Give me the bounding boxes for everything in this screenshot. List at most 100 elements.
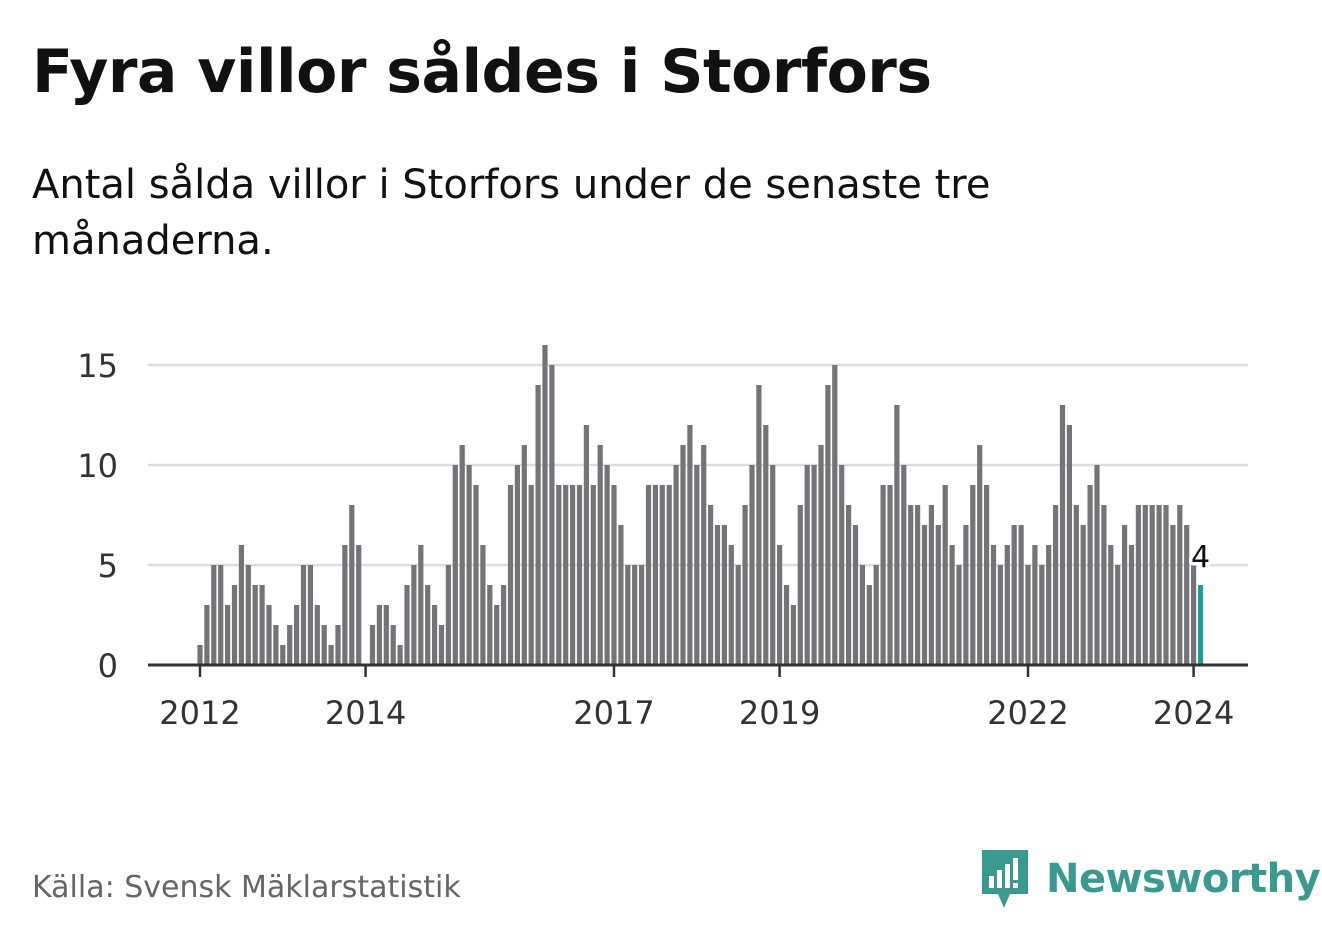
bar: [459, 445, 465, 665]
bar: [452, 465, 458, 665]
bar: [763, 425, 769, 665]
bar: [576, 485, 583, 665]
bar: [204, 605, 210, 665]
bar: [197, 645, 203, 665]
bar: [797, 505, 803, 665]
bar: [894, 405, 900, 665]
bar: [984, 485, 990, 665]
highlight-value-halo: 4: [1191, 540, 1210, 575]
x-tick-label: 2017: [573, 694, 654, 732]
x-tick-label: 2024: [1153, 694, 1234, 732]
bar: [404, 585, 410, 665]
bar: [390, 625, 396, 665]
bar: [611, 485, 617, 665]
bar: [908, 505, 914, 665]
bar: [542, 345, 548, 665]
bar: [866, 585, 872, 665]
brand-logo: Newsworthy: [980, 848, 1321, 910]
bar: [859, 565, 865, 665]
bar: [625, 565, 631, 665]
bar: [749, 465, 755, 665]
bar: [1025, 565, 1031, 665]
bar: [970, 485, 976, 665]
y-tick-label: 10: [77, 447, 118, 485]
bar: [335, 625, 341, 665]
bar: [811, 465, 817, 665]
bar: [480, 545, 486, 665]
bar: [1135, 505, 1141, 665]
bar: [1128, 545, 1135, 665]
bar: [259, 585, 265, 665]
bar: [632, 565, 638, 665]
bar-highlight: [1197, 585, 1204, 665]
bar: [1101, 505, 1107, 665]
bar: [549, 365, 555, 665]
bar: [618, 525, 624, 665]
bar: [928, 505, 934, 665]
bar: [990, 545, 997, 665]
bar: [252, 585, 258, 665]
bar: [680, 445, 686, 665]
bar: [735, 565, 741, 665]
x-tick-label: 2014: [325, 694, 406, 732]
bar: [507, 485, 514, 665]
bar: [997, 565, 1003, 665]
bar: [590, 485, 596, 665]
bar: [597, 445, 603, 665]
y-tick-label: 0: [98, 647, 118, 685]
bar: [728, 545, 734, 665]
bar: [915, 505, 921, 665]
bar: [1149, 505, 1155, 665]
bar: [314, 605, 320, 665]
bar: [376, 605, 382, 665]
bar: [411, 565, 417, 665]
bar: [604, 465, 610, 665]
bar: [218, 565, 224, 665]
bar: [852, 525, 859, 665]
x-tick-label: 2022: [987, 694, 1068, 732]
bar: [880, 485, 886, 665]
bar: [956, 565, 962, 665]
bar: [1032, 545, 1038, 665]
y-tick-label: 15: [77, 347, 118, 385]
axes: [148, 663, 1248, 677]
bar: [942, 485, 948, 665]
bar: [280, 645, 286, 665]
bar: [777, 545, 783, 665]
bar: [1115, 565, 1121, 665]
bar: [1004, 545, 1010, 665]
bar: [921, 525, 928, 665]
bar: [349, 505, 355, 665]
bar: [818, 445, 824, 665]
bar: [825, 385, 831, 665]
bar: [342, 545, 348, 665]
bar: [369, 625, 376, 665]
bar: [238, 545, 244, 665]
bar: [266, 605, 272, 665]
bar: [466, 465, 472, 665]
bar: [673, 465, 679, 665]
newsworthy-logo-icon: [982, 850, 1028, 908]
bar: [846, 505, 852, 665]
chart-title: Fyra villor såldes i Storfors: [32, 37, 932, 107]
bar: [742, 505, 748, 665]
bar: [501, 585, 507, 665]
bar: [273, 625, 279, 665]
bar: [211, 565, 217, 665]
bar: [556, 485, 562, 665]
bar: [425, 585, 431, 665]
source-note: Källa: Svensk Mäklarstatistik: [32, 870, 461, 905]
bar: [1080, 525, 1086, 665]
brand-name: Newsworthy: [1046, 856, 1321, 902]
bar: [231, 585, 238, 665]
bar: [583, 425, 589, 665]
bar: [645, 485, 652, 665]
bar: [514, 465, 520, 665]
bar: [901, 465, 907, 665]
bar: [639, 565, 645, 665]
highlight-value-label: 4: [1191, 540, 1210, 575]
bar: [1163, 505, 1169, 665]
bar: [521, 445, 527, 665]
